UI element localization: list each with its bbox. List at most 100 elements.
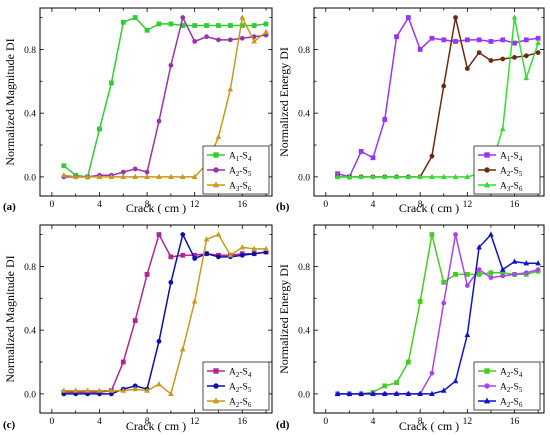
legend-text-dash: -S [239, 368, 247, 378]
legend-text-sub: 6 [519, 185, 523, 193]
data-point [240, 36, 244, 40]
legend-text-dash: -S [239, 182, 247, 192]
x-axis-label: Crack ( cm ) [126, 419, 186, 433]
y-axis-label: Normalized Energy DI [277, 264, 291, 374]
data-point [442, 84, 446, 88]
y-axis-label: Normalized Energy DI [277, 47, 291, 157]
x-tick-label: 12 [190, 417, 200, 427]
data-point [442, 301, 446, 305]
data-point [181, 232, 185, 236]
data-point [406, 360, 410, 364]
legend-text-dash: -S [510, 368, 518, 378]
legend-marker [485, 168, 490, 173]
x-tick-label: 16 [238, 200, 248, 210]
legend-text-dash: -S [510, 167, 518, 177]
data-point [524, 76, 529, 80]
data-point [169, 280, 173, 284]
data-point [133, 15, 137, 19]
data-point [453, 379, 458, 383]
legend-text-dash: -S [239, 398, 247, 408]
data-point [193, 256, 197, 260]
panel-label: (d) [276, 419, 290, 431]
chart-panel-d: 0 4 8 12 16 0.0 0.4 0.8 Crack ( cm ) Normalized E… [276, 225, 544, 433]
data-point [252, 23, 256, 27]
data-point [465, 332, 470, 336]
data-point [536, 41, 541, 45]
x-tick-label: 4 [97, 200, 102, 210]
x-tick-label: 4 [371, 417, 376, 427]
data-point [477, 268, 481, 272]
y-axis-label: Normalized Magnitude DI [3, 38, 17, 165]
x-tick-label: 12 [463, 200, 473, 210]
data-point [453, 39, 457, 43]
data-point [501, 57, 505, 61]
data-point [489, 232, 494, 236]
x-tick-label: 12 [190, 200, 200, 210]
data-point [477, 51, 481, 55]
legend-marker [214, 168, 219, 173]
data-point [453, 15, 457, 19]
data-point [121, 360, 125, 364]
data-point [501, 38, 505, 42]
data-point [501, 274, 505, 278]
data-point [489, 39, 493, 43]
y-tick-label: 0.8 [298, 263, 310, 273]
data-point [536, 36, 540, 40]
y-tick-label: 0.4 [298, 110, 310, 120]
data-point [145, 28, 149, 32]
data-point [157, 339, 161, 343]
data-point [477, 38, 481, 42]
data-point [489, 271, 493, 275]
data-point [418, 47, 422, 51]
data-point [394, 381, 398, 385]
data-point [512, 272, 516, 276]
panel-label: (c) [3, 419, 16, 431]
x-tick-label: 16 [238, 417, 248, 427]
data-point [524, 271, 528, 275]
data-point [121, 20, 125, 24]
data-point [442, 38, 446, 42]
data-point [524, 38, 528, 42]
legend-text-sub: 5 [519, 170, 523, 178]
legend-text-dash: -S [510, 398, 518, 408]
data-point [133, 167, 137, 171]
data-point [383, 117, 387, 121]
data-point [157, 232, 161, 236]
legend-marker [485, 369, 490, 374]
legend-text-sub: 6 [248, 401, 252, 409]
data-point [109, 81, 113, 85]
data-point [406, 15, 410, 19]
data-point [359, 149, 363, 153]
data-point [418, 299, 422, 303]
x-tick-label: 0 [50, 200, 55, 210]
data-point [62, 164, 66, 168]
data-point [394, 35, 398, 39]
legend-text-sub: 5 [248, 386, 252, 394]
data-point [145, 272, 149, 276]
y-tick-label: 0.4 [24, 327, 36, 337]
data-point [228, 38, 232, 42]
legend-marker [214, 384, 219, 389]
data-point [430, 36, 434, 40]
x-tick-label: 4 [97, 417, 102, 427]
data-point [193, 23, 197, 27]
data-point [216, 23, 220, 27]
x-tick-label: 0 [323, 417, 328, 427]
data-point [442, 280, 446, 284]
legend-text-dash: -S [510, 152, 518, 162]
legend-text-sub: 5 [519, 386, 523, 394]
legend-text-sub: 6 [248, 185, 252, 193]
data-point [169, 63, 173, 67]
data-point [204, 23, 208, 27]
data-point [430, 232, 434, 236]
y-tick-label: 0.4 [24, 110, 36, 120]
x-axis-label: Crack ( cm ) [126, 201, 186, 215]
y-tick-label: 0.8 [298, 46, 310, 56]
legend-marker [214, 153, 219, 158]
data-point [204, 35, 208, 39]
x-tick-label: 0 [323, 200, 328, 210]
data-point [489, 58, 493, 62]
